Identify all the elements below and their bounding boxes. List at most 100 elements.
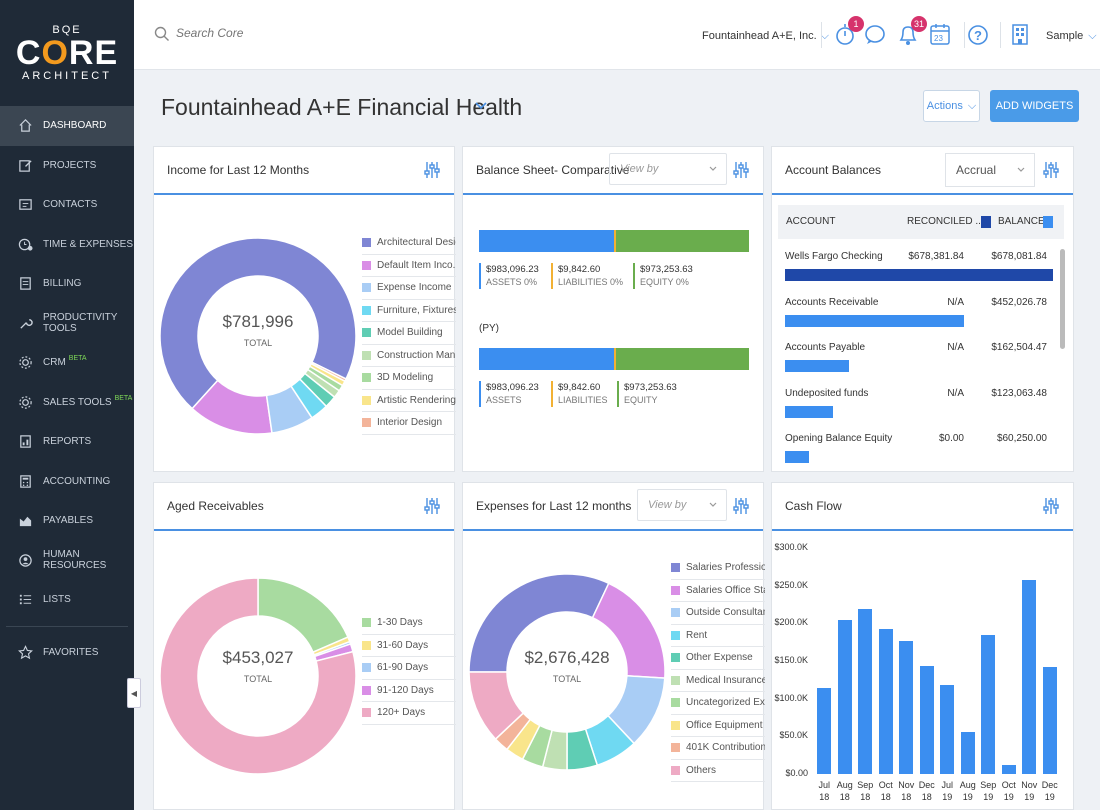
sidebar-item-favorites[interactable]: FAVORITES [0,633,134,673]
sidebar-item-reports[interactable]: REPORTS [0,422,134,462]
cash-flow-bar[interactable] [1001,764,1016,774]
legend-item[interactable]: Artistic Rendering [362,390,456,412]
legend-item[interactable]: 3D Modeling [362,367,456,390]
bqe-core-logo[interactable]: BQE CORE ARCHITECT [0,0,134,106]
column-header-reconciled[interactable]: RECONCILED ... [907,216,984,227]
cash-flow-bar[interactable] [981,634,996,774]
building-icon[interactable] [1010,22,1034,48]
account-row[interactable]: Wells Fargo Checking $678,381.84 $678,081.… [785,251,1047,262]
account-balance-bar[interactable] [785,360,850,372]
company-selector[interactable]: Fountainhead A+E, Inc. ⌵ [702,30,830,42]
legend-item[interactable]: 120+ Days [362,702,456,725]
chevron-down-icon[interactable] [474,99,488,113]
search-input[interactable] [176,26,376,40]
settings-sliders-icon[interactable] [424,497,440,515]
equity-segment[interactable] [615,230,749,252]
sidebar-item-projects[interactable]: PROJECTS [0,146,134,186]
settings-sliders-icon[interactable] [733,161,749,179]
settings-sliders-icon[interactable] [1043,161,1059,179]
legend-item[interactable]: Interior Design [362,412,456,435]
legend-item[interactable]: 401K Contribution [671,737,765,760]
account-row[interactable]: Undeposited funds N/A $123,063.48 [785,388,1047,399]
user-selector[interactable]: Sample ⌵ [1046,30,1097,42]
settings-sliders-icon[interactable] [424,161,440,179]
legend-item[interactable]: Expense Income [362,277,456,300]
legend-item[interactable]: 1-30 Days [362,612,456,635]
donut-slice[interactable] [257,577,349,654]
calendar-button[interactable]: 23 [929,22,953,48]
account-balance-bar[interactable] [785,314,964,327]
account-row[interactable]: Accounts Receivable N/A $452,026.78 [785,297,1047,308]
legend-item[interactable]: Medical Insurance [671,670,765,692]
account-row[interactable]: Accounts Payable N/A $162,504.47 [785,342,1047,353]
sidebar-item-productivity-tools[interactable]: PRODUCTIVITY TOOLS [0,304,134,344]
view-by-select[interactable]: View by [609,153,727,185]
legend-item[interactable]: Uncategorized Exp... [671,692,765,715]
collapse-sidebar-button[interactable]: ◀ [127,678,141,708]
legend-item[interactable]: Office Equipment [671,715,765,737]
donut-slice[interactable] [469,573,610,673]
cash-flow-bar[interactable] [837,619,852,774]
sidebar-item-accounting[interactable]: ACCOUNTING [0,462,134,502]
assets-segment[interactable] [479,348,614,370]
cash-flow-bar[interactable] [899,640,914,774]
view-by-select[interactable]: View by [637,489,727,521]
cash-flow-bar[interactable] [858,609,873,774]
cash-flow-bar[interactable] [817,688,832,774]
account-balance-bar[interactable] [785,269,1053,281]
sidebar-item-dashboard[interactable]: DASHBOARD [0,106,134,146]
notifications-button[interactable]: 31 [897,16,927,48]
column-header-account[interactable]: ACCOUNT [786,216,836,227]
column-header-balance[interactable]: BALANCE [998,216,1045,227]
liabilities-segment[interactable] [613,348,616,370]
cash-flow-bar[interactable] [940,685,955,774]
donut-slice[interactable] [160,577,356,775]
legend-item[interactable]: Default Item Inco... [362,255,456,277]
cash-flow-bar[interactable] [960,731,975,774]
legend-item[interactable]: 91-120 Days [362,680,456,702]
sidebar-item-billing[interactable]: BILLING [0,264,134,304]
liabilities-segment[interactable] [613,230,616,252]
legend-item[interactable]: Architectural Design [362,232,456,255]
account-row[interactable]: Opening Balance Equity $0.00 $60,250.00 [785,433,1047,444]
legend-item[interactable]: Model Building [362,322,456,345]
settings-sliders-icon[interactable] [1043,497,1059,515]
sidebar-item-crm[interactable]: CRM BETA [0,343,134,383]
legend-item[interactable]: Furniture, Fixtures... [362,300,456,322]
donut-slice[interactable] [310,361,348,383]
donut-slice[interactable] [160,237,356,410]
assets-segment[interactable] [479,230,614,252]
chat-button[interactable] [864,22,888,48]
sidebar-item-payables[interactable]: PAYABLES [0,501,134,541]
legend-item[interactable]: 31-60 Days [362,635,456,657]
sidebar-item-human-resources[interactable]: HUMAN RESOURCES [0,541,134,581]
cash-flow-bar[interactable] [878,629,893,774]
legend-item[interactable]: Salaries Office Staff [671,580,765,602]
sidebar-item-contacts[interactable]: CONTACTS [0,185,134,225]
legend-item[interactable]: Construction Man... [362,345,456,367]
cash-flow-bar[interactable] [919,666,934,774]
scrollbar-thumb[interactable] [1060,249,1065,349]
sidebar-item-time-expenses[interactable]: TIME & EXPENSES [0,225,134,265]
legend-item[interactable]: Outside Consultants [671,602,765,625]
sidebar-item-sales-tools[interactable]: SALES TOOLS BETA [0,383,134,423]
legend-item[interactable]: 61-90 Days [362,657,456,680]
accounting-basis-select[interactable]: Accrual [945,153,1035,187]
legend-item[interactable]: Salaries Professio... [671,557,765,580]
help-button[interactable]: ? [967,22,991,48]
sidebar-item-lists[interactable]: LISTS [0,580,134,620]
equity-segment[interactable] [615,348,749,370]
legend-item[interactable]: Other Expense [671,647,765,670]
timer-button[interactable]: 1 [834,16,864,48]
legend-item[interactable]: Rent [671,625,765,647]
cash-flow-bar[interactable] [1042,667,1057,774]
legend-item[interactable]: Others [671,760,765,782]
account-balance-bar[interactable] [785,405,834,418]
cash-flow-bar[interactable] [1022,579,1037,774]
settings-sliders-icon[interactable] [733,497,749,515]
actions-button[interactable]: Actions ⌵ [923,90,980,122]
add-widgets-button[interactable]: ADD WIDGETS [990,90,1079,122]
donut-slice[interactable] [469,671,525,741]
search-icon[interactable] [154,26,170,42]
account-balance-bar[interactable] [785,451,809,463]
